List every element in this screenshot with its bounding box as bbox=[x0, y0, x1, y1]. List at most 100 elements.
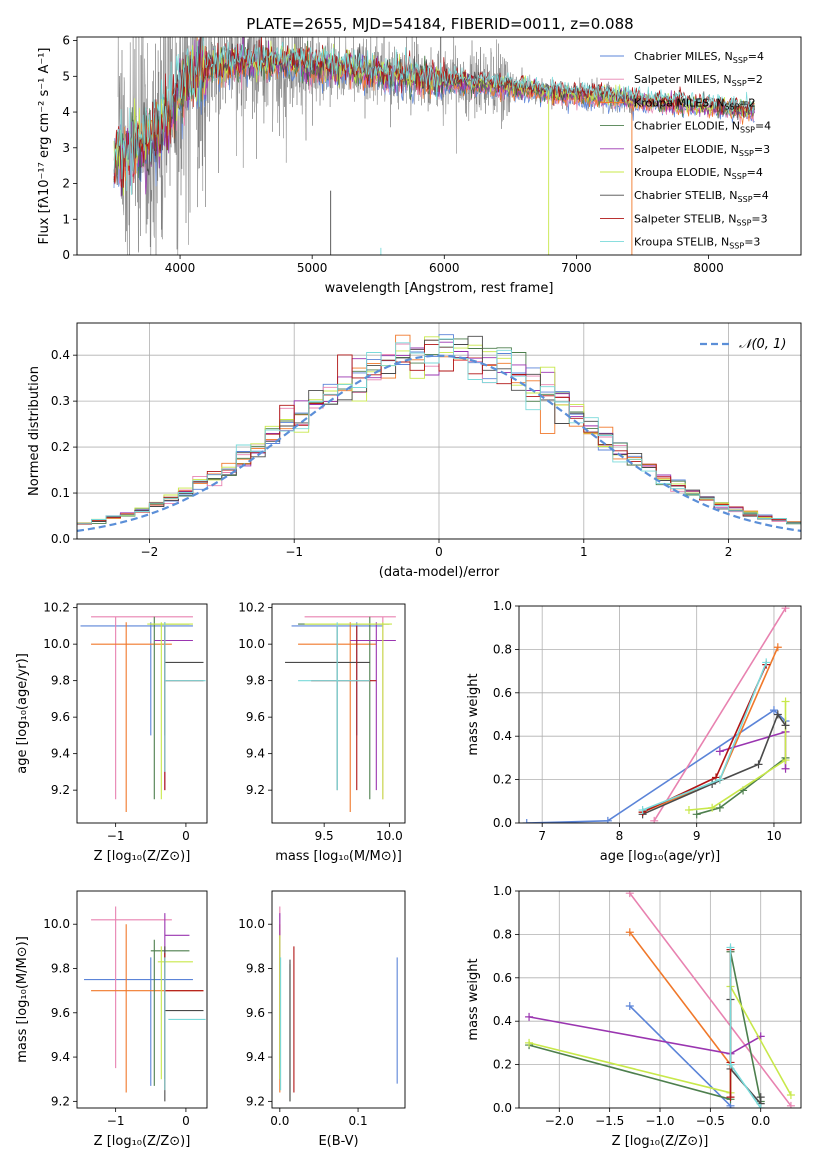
axes-frame bbox=[76, 322, 802, 540]
x-tick-label: 9 bbox=[693, 829, 701, 843]
series-line-chabrier-elodie bbox=[696, 757, 786, 816]
y-tick-label: 10.0 bbox=[43, 917, 70, 931]
series-line-chabrier-stelib bbox=[642, 712, 787, 816]
axes-frame bbox=[76, 603, 208, 824]
legend-entry: Chabrier STELIB, NSSP=4 bbox=[634, 189, 769, 204]
y-tick-label: 9.4 bbox=[246, 747, 265, 761]
series-line-salpeter-miles bbox=[653, 607, 787, 822]
spectrum-legend: Chabrier MILES, NSSP=4 Salpeter MILES, NS… bbox=[600, 50, 771, 251]
y-tick-label: 9.8 bbox=[51, 674, 70, 688]
data-point-marker bbox=[715, 747, 724, 756]
spectrum-panel: 4000 5000 6000 7000 8000 0 1 2 3 4 5 6 wavelength [A… bbox=[37, 34, 802, 296]
residuals-panel: −2 −1 0 1 2 0.0 0.1 0.2 0.3 0.4 (data-model)/error… bbox=[27, 322, 802, 580]
mass-vs-metallicity-panel: −1 0 9.2 9.4 9.6 9.8 10.0 Z [log₁₀(Z/Z⊙)] mass [… bbox=[15, 890, 208, 1149]
y-tick-label: 2 bbox=[62, 177, 70, 191]
x-tick-label: 0.1 bbox=[349, 1114, 368, 1128]
age-vs-mass-plot-area bbox=[285, 616, 396, 813]
data-point-marker bbox=[638, 805, 647, 814]
y-tick-label: 1 bbox=[62, 212, 70, 226]
data-point-marker bbox=[525, 1038, 534, 1047]
y-tick-label: 0.0 bbox=[51, 532, 70, 546]
data-point-marker bbox=[786, 1090, 795, 1099]
weight-vs-Z-plot-area bbox=[519, 891, 801, 1108]
y-tick-label: 0.4 bbox=[51, 348, 70, 362]
y-tick-label: 0.6 bbox=[493, 971, 512, 985]
data-point-marker bbox=[625, 928, 634, 937]
y-tick-label: 0.2 bbox=[493, 773, 512, 787]
y-tick-label: 9.6 bbox=[246, 1006, 265, 1020]
weight-vs-age-panel: 7 8 9 10 0.0 0.2 0.4 0.6 0.8 1.0 age [log₁₀(age/yr… bbox=[466, 599, 802, 864]
y-tick-label: 9.6 bbox=[51, 1006, 70, 1020]
age-vs-metallicity-panel: −1 0 9.2 9.4 9.6 9.8 10.0 10.2 Z [log₁₀(Z/Z⊙)] ag… bbox=[15, 601, 208, 864]
y-tick-label: 9.6 bbox=[246, 710, 265, 724]
data-point-marker bbox=[756, 1093, 765, 1102]
data-point-marker bbox=[726, 1093, 735, 1102]
y-axis-label: age [log₁₀(age/yr)] bbox=[15, 653, 30, 774]
axes-frame bbox=[518, 605, 802, 824]
y-axis-label: mass [log₁₀(M/M⊙)] bbox=[15, 936, 30, 1063]
y-tick-label: 9.4 bbox=[51, 747, 70, 761]
normal-distribution-curve bbox=[77, 354, 801, 532]
x-tick-label: 1 bbox=[580, 545, 588, 559]
data-point-marker bbox=[692, 810, 701, 819]
y-axis-label: Flux [fλ10⁻¹⁷ erg cm⁻² s⁻¹ A⁻¹] bbox=[37, 48, 52, 245]
x-tick-label: −1 bbox=[285, 545, 303, 559]
data-point-marker bbox=[754, 760, 763, 769]
spectrum-plot-area bbox=[113, 37, 755, 255]
y-axis-label: mass weight bbox=[466, 958, 481, 1040]
legend-entry: Salpeter STELIB, NSSP=3 bbox=[634, 212, 768, 227]
x-tick-label: 0 bbox=[182, 1114, 190, 1128]
data-point-marker bbox=[786, 1101, 795, 1108]
y-tick-label: 9.4 bbox=[246, 1050, 265, 1064]
y-axis-label: Normed distribution bbox=[27, 366, 42, 496]
data-point-marker bbox=[762, 658, 771, 667]
data-point-marker bbox=[756, 1104, 765, 1108]
mass-vs-ebv-panel: 0.0 0.1 9.2 9.4 9.6 9.8 10.0 E(B-V) bbox=[238, 890, 406, 1149]
series-line-kroupa-elodie bbox=[688, 701, 787, 811]
data-point-marker bbox=[625, 891, 634, 898]
data-point-marker bbox=[684, 805, 693, 814]
data-point-marker bbox=[715, 803, 724, 812]
x-tick-label: 7000 bbox=[561, 261, 592, 275]
series-line-chabrier-miles bbox=[526, 709, 787, 823]
y-tick-label: 0.4 bbox=[493, 1014, 512, 1028]
x-axis-label: Z [log₁₀(Z/Z⊙)] bbox=[94, 1134, 191, 1149]
y-tick-label: 9.2 bbox=[51, 783, 70, 797]
data-point-marker bbox=[726, 1104, 735, 1108]
x-tick-label: 8 bbox=[616, 829, 624, 843]
y-tick-label: 10.2 bbox=[43, 601, 70, 615]
axes-frame bbox=[271, 603, 406, 824]
x-axis-label: age [log₁₀(age/yr)] bbox=[600, 849, 721, 864]
legend-entry: Kroupa ELODIE, NSSP=4 bbox=[634, 166, 763, 181]
y-tick-label: 9.4 bbox=[51, 1050, 70, 1064]
y-tick-label: 10.2 bbox=[238, 601, 265, 615]
x-tick-label: 6000 bbox=[429, 261, 460, 275]
y-tick-label: 10.0 bbox=[43, 637, 70, 651]
age-vs-mass-panel: 9.5 10.0 9.2 9.4 9.6 9.8 10.0 10.2 mass [log₁₀(M… bbox=[238, 601, 406, 864]
y-tick-label: 0.8 bbox=[493, 642, 512, 656]
x-tick-label: −1.0 bbox=[645, 1114, 674, 1128]
y-tick-label: 6 bbox=[62, 34, 70, 48]
x-tick-label: −1.5 bbox=[595, 1114, 624, 1128]
x-axis-label: mass [log₁₀(M/M⊙)] bbox=[275, 849, 402, 864]
x-tick-label: 0 bbox=[435, 545, 443, 559]
x-tick-label: 9.5 bbox=[315, 829, 334, 843]
histogram-kroupa-stelib bbox=[77, 338, 801, 527]
x-tick-label: −1 bbox=[107, 829, 125, 843]
legend-entry: Kroupa STELIB, NSSP=3 bbox=[634, 236, 760, 251]
x-tick-label: 8000 bbox=[693, 261, 724, 275]
y-tick-label: 9.8 bbox=[246, 674, 265, 688]
data-point-marker bbox=[625, 1002, 634, 1011]
data-point-marker bbox=[525, 1012, 534, 1021]
data-point-marker bbox=[781, 764, 790, 773]
x-axis-label: (data-model)/error bbox=[379, 565, 500, 580]
y-tick-label: 9.6 bbox=[51, 710, 70, 724]
y-tick-label: 1.0 bbox=[493, 599, 512, 613]
data-point-marker bbox=[769, 706, 778, 715]
age-vs-Z-plot-area bbox=[80, 616, 206, 813]
y-tick-label: 9.2 bbox=[246, 783, 265, 797]
data-point-marker bbox=[726, 943, 735, 952]
figure-title: PLATE=2655, MJD=54184, FIBERID=0011, z=0… bbox=[246, 15, 633, 33]
data-point-marker bbox=[781, 721, 790, 730]
